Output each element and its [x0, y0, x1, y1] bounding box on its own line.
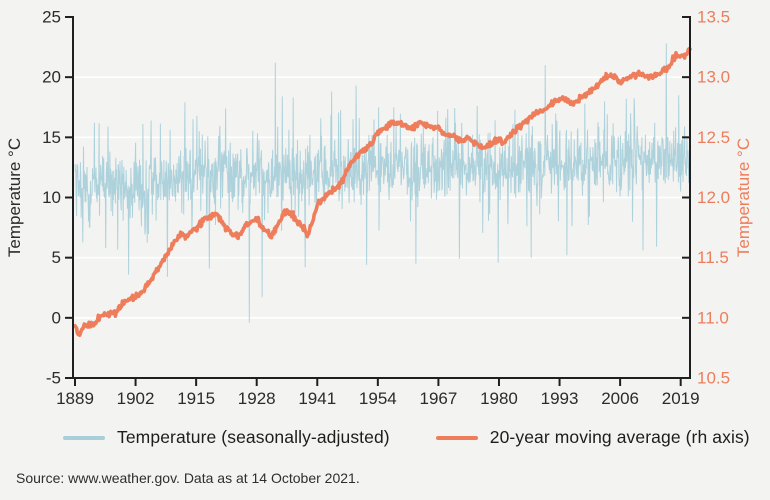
series-moving-average-line: [73, 46, 692, 338]
svg-text:1954: 1954: [359, 389, 397, 408]
svg-text:1889: 1889: [56, 389, 94, 408]
source-note: Source: www.weather.gov. Data as at 14 O…: [16, 470, 360, 486]
moving-average-series-swatch-icon: [435, 435, 478, 440]
legend-item-moving-average: 20-year moving average (rh axis): [435, 427, 750, 448]
svg-text:2006: 2006: [601, 389, 639, 408]
svg-text:-5: -5: [46, 369, 61, 388]
legend-item-temperature: Temperature (seasonally-adjusted): [63, 427, 390, 448]
svg-text:5: 5: [52, 248, 61, 267]
svg-text:1902: 1902: [117, 389, 155, 408]
svg-text:2019: 2019: [662, 389, 700, 408]
svg-text:1980: 1980: [480, 389, 518, 408]
svg-text:15: 15: [42, 128, 61, 147]
svg-text:20: 20: [42, 68, 61, 87]
chart-legend: Temperature (seasonally-adjusted) 20-yea…: [63, 427, 750, 448]
svg-text:1941: 1941: [298, 389, 336, 408]
svg-text:10: 10: [42, 188, 61, 207]
temperature-chart-canvas: -5 0 5 10 15 20 25 10.5 11.0 11.5 12.0 12.5 13.0 13.5…: [5, 8, 753, 409]
legend-label-temperature: Temperature (seasonally-adjusted): [117, 427, 390, 447]
svg-text:0: 0: [52, 308, 61, 327]
left-axis-ticks: -5 0 5 10 15 20 25: [42, 8, 73, 388]
svg-text:12.5: 12.5: [697, 128, 730, 147]
temperature-series-swatch-icon: [63, 435, 105, 440]
legend-label-moving-average: 20-year moving average (rh axis): [489, 427, 750, 447]
svg-text:25: 25: [42, 8, 61, 27]
svg-text:1928: 1928: [238, 389, 276, 408]
svg-text:11.0: 11.0: [697, 308, 729, 327]
right-axis-ticks: 10.5 11.0 11.5 12.0 12.5 13.0 13.5: [682, 8, 730, 388]
series-temperature-line: [74, 43, 691, 323]
svg-text:10.5: 10.5: [697, 369, 730, 388]
svg-text:13.5: 13.5: [697, 8, 730, 27]
svg-text:12.0: 12.0: [697, 188, 730, 207]
svg-text:1967: 1967: [419, 389, 457, 408]
left-axis-title: Temperature °C: [5, 138, 24, 257]
x-axis-ticks: 1889 1902 1915 1928 1941 1954 1967 1980 1993 2006…: [56, 378, 700, 408]
svg-text:1993: 1993: [541, 389, 579, 408]
svg-text:11.5: 11.5: [697, 248, 729, 267]
svg-text:13.0: 13.0: [697, 68, 730, 87]
right-axis-title: Temperature °C: [734, 138, 753, 257]
svg-text:1915: 1915: [177, 389, 215, 408]
